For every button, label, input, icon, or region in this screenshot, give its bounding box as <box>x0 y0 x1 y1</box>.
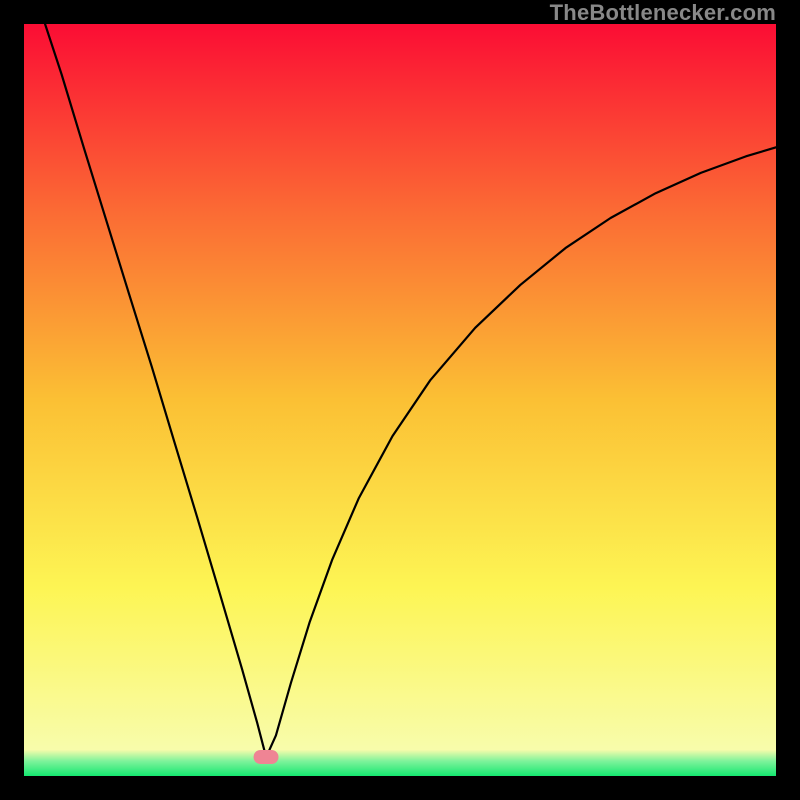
curve-layer <box>24 24 776 776</box>
plot-area <box>24 24 776 776</box>
bottleneck-curve <box>45 24 776 757</box>
chart-outer: TheBottlenecker.com <box>0 0 800 800</box>
minimum-marker <box>254 750 279 764</box>
watermark-text: TheBottlenecker.com <box>550 0 776 26</box>
